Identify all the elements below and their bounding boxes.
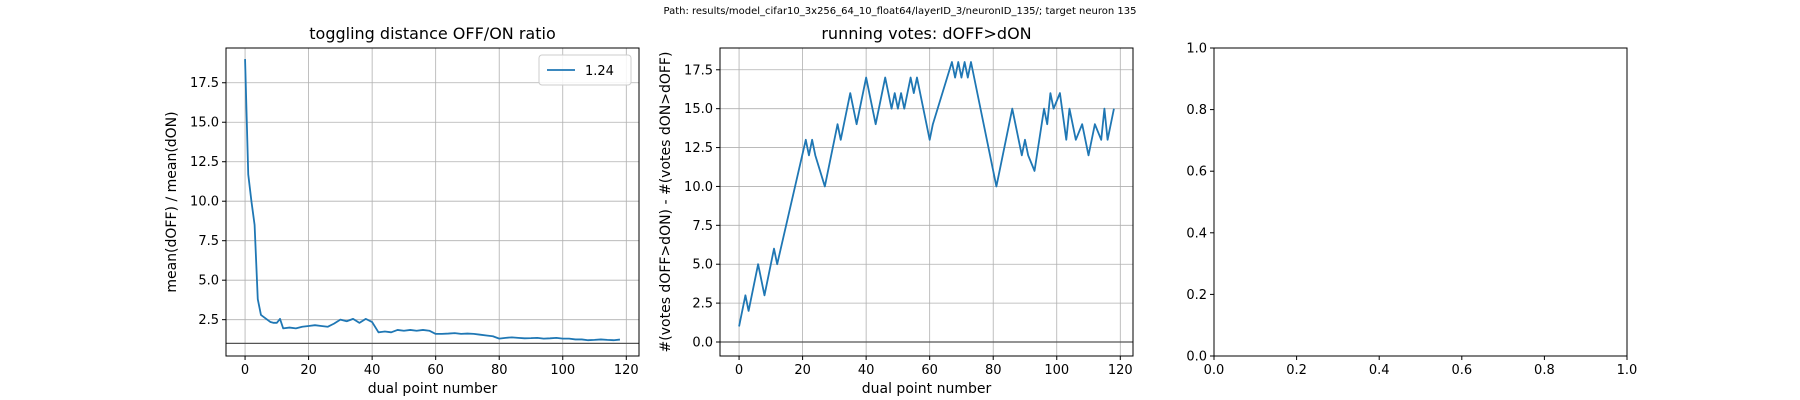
y-tick-label: 12.5	[190, 155, 219, 170]
x-tick-label: 40	[858, 363, 875, 378]
y-tick-label: 7.5	[692, 219, 713, 234]
axes-frame	[719, 47, 1134, 357]
y-axis-label: #(votes dOFF>dON) - #(votes dON>dOFF)	[658, 52, 674, 353]
y-tick-label: 10.0	[684, 180, 713, 195]
x-tick-label: 60	[427, 363, 444, 378]
y-tick-label: 5.0	[692, 258, 713, 273]
x-tick-label: 120	[1108, 363, 1133, 378]
axes-frame	[1213, 47, 1628, 357]
y-tick-label: 15.0	[684, 102, 713, 117]
legend-box	[538, 54, 632, 86]
chart-title: toggling distance OFF/ON ratio	[309, 24, 555, 43]
x-tick-label: 120	[614, 363, 639, 378]
y-tick-label: 0.0	[1186, 350, 1207, 365]
figure-suptitle: Path: results/model_cifar10_3x256_64_10_…	[663, 6, 1137, 17]
x-tick-label: 0.6	[1451, 363, 1472, 378]
x-tick-label: 80	[985, 363, 1002, 378]
y-tick-label: 1.0	[1186, 42, 1207, 57]
x-tick-label: 100	[1044, 363, 1069, 378]
x-tick-label: 1.0	[1617, 363, 1638, 378]
y-axis-label: mean(dOFF) / mean(dON)	[164, 111, 180, 292]
y-tick-label: 10.0	[190, 195, 219, 210]
x-axis-label: dual point number	[368, 381, 498, 397]
x-tick-label: 80	[491, 363, 508, 378]
chart-title: running votes: dOFF>dON	[821, 24, 1031, 43]
y-tick-label: 0.2	[1186, 288, 1207, 303]
x-tick-label: 40	[364, 363, 381, 378]
x-tick-label: 0	[241, 363, 249, 378]
x-tick-label: 0.4	[1369, 363, 1390, 378]
x-tick-label: 0.2	[1286, 363, 1307, 378]
y-tick-label: 2.5	[692, 297, 713, 312]
y-tick-label: 5.0	[198, 274, 219, 289]
legend: 1.24	[538, 54, 632, 86]
axes-frame	[225, 47, 640, 357]
legend-entry-label: 1.24	[585, 64, 614, 79]
y-tick-label: 12.5	[684, 141, 713, 156]
y-tick-label: 0.8	[1186, 103, 1207, 118]
x-tick-label: 60	[921, 363, 938, 378]
x-tick-label: 0	[735, 363, 743, 378]
series-line	[244, 59, 621, 342]
x-axis-label: dual point number	[862, 381, 992, 397]
y-tick-label: 17.5	[190, 76, 219, 91]
y-tick-label: 17.5	[684, 63, 713, 78]
x-tick-label: 100	[550, 363, 575, 378]
chart-ratio: 0 20 40 60 80 100 120 2.5 5.0 7.5 10.0 12.5 15.0 17.5…	[164, 24, 640, 397]
chart-empty: 0.0 0.2 0.4 0.6 0.8 1.0 0.0 0.2 0.4 0.6 0.8 1.0	[1186, 42, 1637, 379]
x-tick-label: 20	[794, 363, 811, 378]
y-tick-label: 15.0	[190, 116, 219, 131]
y-tick-label: 0.4	[1186, 226, 1207, 241]
y-tick-label: 2.5	[198, 313, 219, 328]
y-tick-label: 7.5	[198, 234, 219, 249]
x-tick-label: 0.8	[1534, 363, 1555, 378]
chart-running-votes: 0 20 40 60 80 100 120 0.0 2.5 5.0 7.5 10.0 12.5 15.0 1…	[658, 24, 1134, 397]
y-tick-label: 0.6	[1186, 165, 1207, 180]
x-tick-label: 20	[300, 363, 317, 378]
series-line	[738, 61, 1115, 327]
y-tick-label: 0.0	[692, 336, 713, 351]
x-tick-label: 0.0	[1204, 363, 1225, 378]
